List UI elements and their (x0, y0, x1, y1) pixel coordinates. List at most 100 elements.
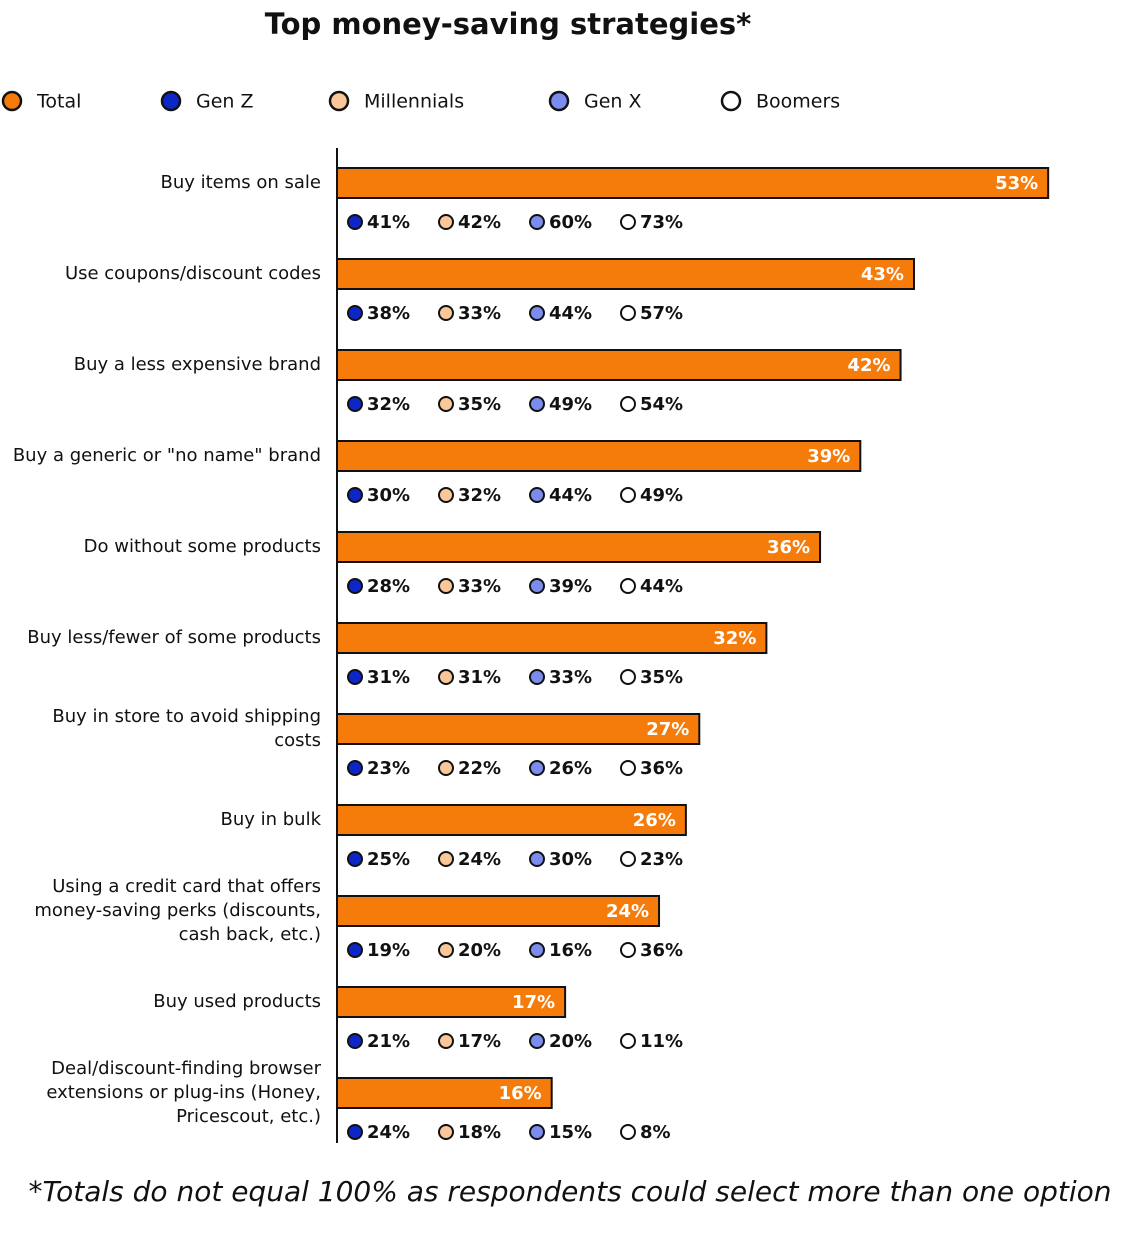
legend-label: Millennials (364, 91, 464, 113)
category-label: Buy a less expensive brand (73, 354, 321, 375)
group-value-label: 35% (458, 394, 501, 415)
group-marker (529, 214, 545, 230)
group-value-label: 26% (549, 758, 592, 779)
group-value-label: 31% (367, 667, 410, 688)
category-label-box: Buy used products (153, 991, 321, 1012)
group-value-label: 8% (640, 1122, 671, 1143)
group-value-label: 32% (367, 394, 410, 415)
legend-label: Total (36, 91, 81, 113)
category-label-box: Do without some products (83, 536, 321, 557)
value-label: 16% (499, 1083, 542, 1104)
group-value-label: 32% (458, 485, 501, 506)
value-label: 43% (861, 264, 904, 285)
group-marker (620, 760, 636, 776)
category-label-box: Buy a generic or "no name" brand (12, 445, 321, 466)
group-value-label: 73% (640, 212, 683, 233)
group-value-label: 24% (367, 1122, 410, 1143)
group-marker (529, 851, 545, 867)
legend-marker (720, 90, 742, 112)
group-marker (620, 396, 636, 412)
legend-marker (548, 90, 570, 112)
category-label: Do without some products (83, 536, 321, 557)
group-value-label: 18% (458, 1122, 501, 1143)
category-label-box: Using a credit card that offers money-sa… (34, 876, 321, 945)
group-marker (347, 396, 363, 412)
group-marker (438, 1033, 454, 1049)
group-marker (529, 1033, 545, 1049)
legend-label: Boomers (756, 91, 840, 113)
group-value-label: 16% (549, 940, 592, 961)
category-label: Using a credit card that offers money-sa… (34, 876, 321, 945)
group-marker (620, 851, 636, 867)
value-label: 17% (512, 992, 555, 1013)
legend-marker (160, 90, 182, 112)
value-label: 32% (713, 628, 756, 649)
legend-marker (1, 90, 23, 112)
group-value-label: 35% (640, 667, 683, 688)
group-value-label: 57% (640, 303, 683, 324)
value-label: 24% (606, 901, 649, 922)
bar (336, 167, 1050, 199)
group-value-label: 19% (367, 940, 410, 961)
category-label-box: Deal/discount-finding browser extensions… (46, 1058, 321, 1127)
group-marker (438, 214, 454, 230)
bar (336, 622, 768, 654)
category-label: Buy a generic or "no name" brand (12, 445, 321, 466)
group-value-label: 60% (549, 212, 592, 233)
bar (336, 713, 701, 745)
group-marker (347, 851, 363, 867)
group-marker (438, 669, 454, 685)
group-marker (347, 669, 363, 685)
group-value-label: 49% (549, 394, 592, 415)
group-marker (620, 1124, 636, 1140)
group-value-label: 23% (367, 758, 410, 779)
group-value-label: 41% (367, 212, 410, 233)
group-value-label: 24% (458, 849, 501, 870)
group-marker (347, 942, 363, 958)
group-value-label: 30% (549, 849, 592, 870)
value-label: 42% (847, 355, 890, 376)
group-marker (620, 305, 636, 321)
group-marker (347, 487, 363, 503)
category-label: Buy used products (153, 991, 321, 1012)
group-marker (529, 396, 545, 412)
group-value-label: 17% (458, 1031, 501, 1052)
group-marker (529, 578, 545, 594)
group-value-label: 49% (640, 485, 683, 506)
group-value-label: 42% (458, 212, 501, 233)
group-marker (620, 1033, 636, 1049)
group-marker (438, 1124, 454, 1140)
group-marker (620, 942, 636, 958)
group-value-label: 44% (549, 303, 592, 324)
group-marker (438, 578, 454, 594)
group-value-label: 20% (549, 1031, 592, 1052)
group-value-label: 30% (367, 485, 410, 506)
bar (336, 440, 862, 472)
category-label-box: Use coupons/discount codes (65, 263, 321, 284)
category-label-box: Buy in store to avoid shipping costs (52, 706, 321, 751)
group-marker (438, 487, 454, 503)
group-value-label: 21% (367, 1031, 410, 1052)
group-marker (347, 760, 363, 776)
value-label: 36% (767, 537, 810, 558)
group-marker (620, 214, 636, 230)
chart: Top money-saving strategies* Total Gen Z M… (1, 7, 1050, 1143)
category-label-box: Buy a less expensive brand (73, 354, 321, 375)
group-marker (529, 487, 545, 503)
group-marker (529, 760, 545, 776)
group-marker (529, 669, 545, 685)
group-value-label: 31% (458, 667, 501, 688)
group-value-label: 15% (549, 1122, 592, 1143)
bar (336, 258, 915, 290)
group-value-label: 33% (458, 576, 501, 597)
bar (336, 986, 567, 1018)
group-marker (620, 578, 636, 594)
group-value-label: 36% (640, 940, 683, 961)
category-label: Buy items on sale (160, 172, 321, 193)
bar (336, 804, 687, 836)
group-marker (620, 487, 636, 503)
category-label-box: Buy items on sale (160, 172, 321, 193)
group-marker (438, 760, 454, 776)
legend-label: Gen Z (196, 91, 254, 113)
